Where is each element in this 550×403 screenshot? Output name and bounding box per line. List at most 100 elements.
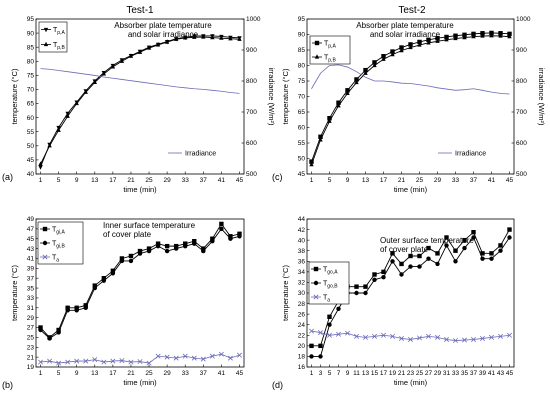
data-point [435,261,440,267]
y-tick-label: 27 [27,325,35,332]
x-axis-label: time (min) [123,185,157,194]
data-point [453,248,458,253]
x-tick-label: 45 [236,177,244,184]
data-point [210,239,215,244]
legend-label-irradiance: Irradiance [455,151,486,158]
data-point [471,230,476,235]
y-tick-label: 75 [27,73,35,80]
legend-marker [43,41,49,47]
data-point [38,165,43,170]
x-tick-label: 45 [236,370,244,377]
data-point [192,241,197,246]
legend-marker [42,226,48,232]
data-point [38,327,43,333]
y-tick-label: 30 [298,290,306,297]
data-point [336,103,341,108]
y2-tick-label: 600 [516,140,527,147]
data-point [363,290,368,296]
data-point [390,51,395,57]
x-tick-label: 39 [479,370,487,377]
x-axis-label: time (min) [123,378,157,387]
x-tick-label: 19 [389,370,397,377]
data-point [65,359,71,365]
data-point [507,332,512,338]
data-point [47,336,52,341]
data-point [110,271,116,276]
data-point [183,35,188,40]
legend-label: Tgi,A [52,227,66,236]
x-tick-label: 1 [310,370,314,377]
panel-label: (b) [2,380,13,390]
y-tick-label: 80 [298,63,306,70]
data-point [327,332,332,338]
data-point [74,305,79,310]
data-point [119,256,125,261]
y-tick-label: 45 [27,157,35,164]
data-point [137,359,143,365]
data-point [390,49,395,54]
data-point [128,359,134,365]
y-tick-label: 45 [27,236,35,243]
x-tick-label: 13 [91,177,99,184]
panel-title: of cover plate [380,245,429,254]
data-point [408,264,413,269]
data-point [426,333,431,339]
data-point [363,70,368,75]
data-point [390,259,395,264]
y-tick-label: 70 [298,94,306,101]
x-tick-label: 17 [380,370,388,377]
data-point [227,355,233,361]
plot-frame [35,18,245,175]
data-point [309,159,314,164]
data-point [381,56,386,61]
series-line-0 [40,35,240,168]
y-tick-label: 22 [298,332,306,339]
y2-tick-label: 900 [246,47,257,54]
data-point [417,42,422,47]
data-point [56,360,62,366]
data-point [92,285,97,291]
data-point [219,35,224,40]
data-point [498,248,503,253]
legend-marker [313,266,319,272]
y2-tick-label: 1000 [516,16,531,23]
data-point [408,337,413,342]
panel-title: of cover plate [103,230,152,239]
data-point [372,277,377,282]
data-point [372,60,377,65]
data-point [381,274,386,280]
data-point [363,67,368,73]
data-point [390,333,395,339]
data-point [128,253,134,259]
y-tick-label: 26 [298,311,306,318]
data-point [426,37,431,42]
data-point [146,45,152,50]
series-line-1 [40,36,240,165]
legend-marker [42,240,48,246]
y-tick-label: 95 [27,16,35,23]
data-point [173,246,179,251]
data-point [318,354,323,359]
data-point [192,34,197,39]
x-tick-label: 11 [353,370,360,377]
x-tick-label: 41 [488,370,496,377]
data-point [399,261,404,267]
y-axis-label: temperature (°C) [281,68,290,124]
y-tick-label: 34 [298,269,306,276]
data-point [435,36,440,41]
x-tick-label: 33 [452,370,460,377]
data-point [101,359,107,365]
x-tick-label: 21 [398,177,406,184]
data-point [318,343,323,349]
data-point [354,79,359,85]
y2-tick-label: 700 [516,109,527,116]
data-point [83,358,89,364]
y-tick-label: 55 [27,129,35,136]
y-tick-label: 60 [27,115,35,122]
data-point [201,34,206,39]
data-point [507,33,512,39]
data-point [444,243,449,248]
data-point [345,88,350,93]
y-tick-label: 18 [298,354,306,361]
data-point [183,241,188,246]
